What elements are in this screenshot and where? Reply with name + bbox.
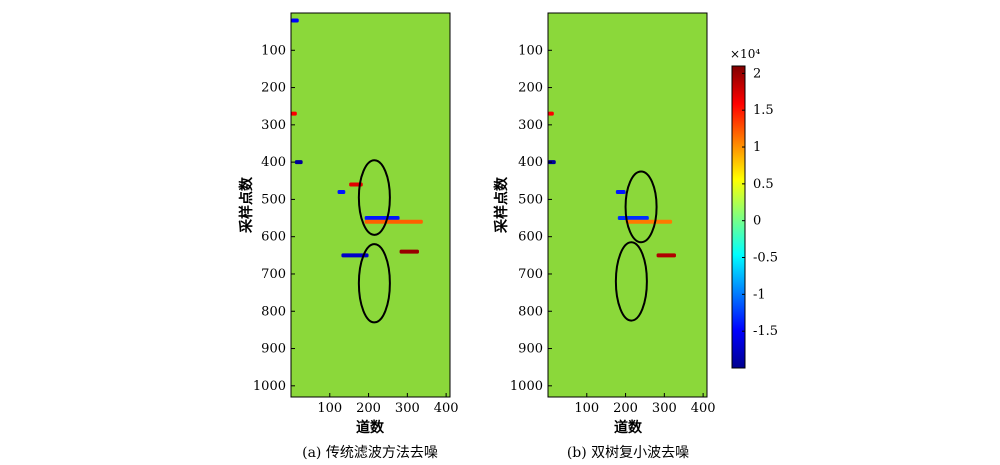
colorbar-tick-label-0: 2	[753, 66, 761, 81]
y-tick-label-a-4: 500	[261, 192, 286, 207]
colorbar-tick-label-3: 0.5	[753, 177, 774, 192]
heatmap-a-streak-6	[364, 219, 423, 224]
y-tick-label-b-1: 200	[518, 81, 543, 96]
y-tick-label-b-5: 600	[518, 230, 543, 245]
heatmap-a-frame	[290, 12, 451, 398]
panel-a: 100 200 300 400 500 600 700 800 900 1000 100 200 30…	[238, 12, 459, 461]
x-axis-label-a: 道数	[356, 419, 385, 436]
heatmap-b-circles	[614, 170, 658, 322]
y-tick-label-b-4: 500	[518, 192, 543, 207]
y-tick-label-a-9: 1000	[253, 379, 286, 394]
y-tick-label-a-2: 300	[261, 118, 286, 133]
x-tick-label-a-1: 200	[356, 401, 381, 416]
heatmap-a-background	[291, 13, 450, 397]
y-tick-label-b-0: 100	[518, 43, 543, 58]
heatmap-a-streak-5	[364, 216, 400, 221]
heatmap-b-streak-5	[656, 253, 676, 258]
x-tick-label-b-3: 400	[691, 401, 716, 416]
heatmap-a-streak-8	[399, 249, 419, 254]
x-axis-label-b: 道数	[614, 419, 643, 436]
heatmap-a-circles	[357, 159, 391, 324]
y-tick-label-a-8: 900	[261, 342, 286, 357]
x-tick-label-b-0: 100	[574, 401, 599, 416]
x-tick-label-a-2: 300	[395, 401, 420, 416]
x-tick-label-b-2: 300	[652, 401, 677, 416]
colorbar: ×10⁴ 2 1.5 1 0.5 0 -0.5 -1 -1.5	[730, 47, 778, 369]
y-tick-label-a-5: 600	[261, 230, 286, 245]
colorbar-tick-label-1: 1.5	[753, 103, 774, 118]
x-tick-label-a-3: 400	[434, 401, 459, 416]
annotation-circle-a-1	[357, 243, 391, 324]
heatmap-b-streak-4	[625, 219, 673, 224]
colorbar-tick-label-2: 1	[753, 140, 761, 155]
y-tick-label-a-0: 100	[261, 43, 286, 58]
x-tick-label-b-1: 200	[613, 401, 638, 416]
colorbar-tick-label-7: -1.5	[753, 324, 778, 339]
colorbar-tick-label-6: -1	[753, 287, 766, 302]
heatmap-b-streak-3	[617, 216, 649, 221]
colorbar-gradient	[731, 65, 746, 369]
y-tick-label-b-8: 900	[518, 342, 543, 357]
annotation-circle-a-0	[357, 159, 391, 236]
heatmap-b-frame	[547, 12, 708, 398]
y-axis-label-a: 采样点数	[238, 176, 255, 234]
colorbar-tick-label-5: -0.5	[753, 251, 778, 266]
heatmap-b-streak-2	[615, 189, 626, 194]
panel-b: 100 200 300 400 500 600 700 800 900 1000 100 200 30…	[493, 12, 716, 461]
y-tick-label-b-7: 800	[518, 304, 543, 319]
heatmap-a-features	[291, 18, 423, 258]
y-axis-b: 100 200 300 400 500 600 700 800 900 1000	[510, 43, 552, 394]
y-tick-label-a-1: 200	[261, 81, 286, 96]
y-tick-label-a-7: 800	[261, 304, 286, 319]
y-tick-label-b-3: 400	[518, 155, 543, 170]
colorbar-multiplier: ×10⁴	[730, 47, 760, 61]
colorbar-ticks: 2 1.5 1 0.5 0 -0.5 -1 -1.5	[742, 66, 778, 339]
colorbar-tick-label-4: 0	[753, 214, 761, 229]
heatmap-a-streak-1	[294, 160, 303, 165]
x-axis-b: 100 200 300 400	[574, 393, 716, 416]
y-tick-label-a-3: 400	[261, 155, 286, 170]
y-tick-label-b-6: 700	[518, 267, 543, 282]
y-tick-label-b-9: 1000	[510, 379, 543, 394]
annotation-circle-b-1	[614, 241, 648, 322]
caption-b: (b) 双树复小波去噪	[567, 444, 689, 461]
x-axis-a: 100 200 300 400	[317, 393, 459, 416]
y-tick-label-a-6: 700	[261, 267, 286, 282]
heatmap-a-streak-7	[341, 253, 369, 258]
y-axis-label-b: 采样点数	[493, 176, 510, 234]
x-tick-label-a-0: 100	[317, 401, 342, 416]
y-axis-a: 100 200 300 400 500 600 700 800 900 1000	[253, 43, 295, 394]
heatmap-b-background	[548, 13, 707, 397]
heatmap-a-streak-0	[291, 18, 299, 23]
heatmap-b-streak-1	[548, 111, 554, 116]
heatmap-a-streak-3	[337, 189, 346, 194]
y-tick-label-b-2: 300	[518, 118, 543, 133]
caption-a: (a) 传统滤波方法去噪	[302, 445, 438, 461]
annotation-circle-b-0	[624, 170, 658, 244]
heatmap-a-streak-2	[291, 111, 297, 116]
